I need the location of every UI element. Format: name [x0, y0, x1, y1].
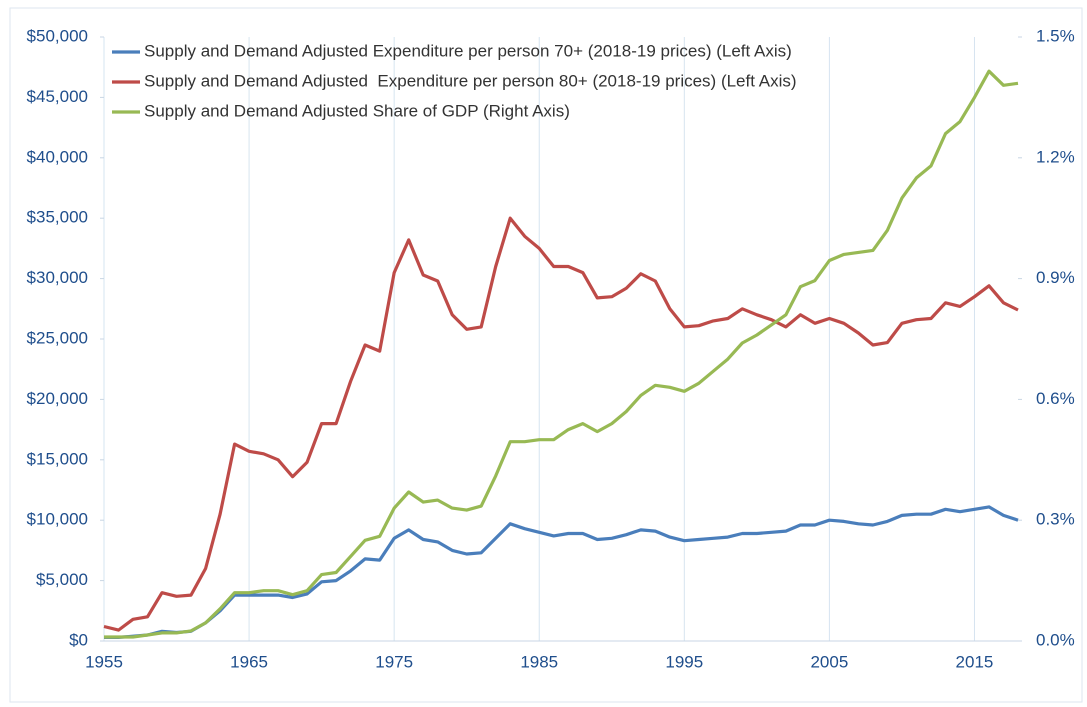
x-tick-label: 1965	[230, 652, 268, 671]
y2-tick-label: 1.2%	[1036, 147, 1075, 166]
data-line	[103, 216, 1019, 632]
legend-label: Supply and Demand Adjusted Share of GDP …	[144, 101, 570, 120]
y-tick-label: $45,000	[27, 87, 88, 106]
x-tick-label: 2005	[810, 652, 848, 671]
y-tick-label: $40,000	[27, 147, 88, 166]
data-line	[104, 505, 1019, 639]
y2-tick-label: 0.6%	[1036, 389, 1075, 408]
legend-label: Supply and Demand Adjusted Expenditure p…	[144, 71, 797, 90]
y2-tick-label: 0.9%	[1036, 268, 1075, 287]
x-tick-label: 1975	[375, 652, 413, 671]
y-tick-label: $20,000	[27, 389, 88, 408]
y-tick-label: $25,000	[27, 328, 88, 347]
y-tick-label: $10,000	[27, 510, 88, 529]
x-tick-label: 1985	[520, 652, 558, 671]
y-tick-label: $35,000	[27, 208, 88, 227]
y-tick-label: $30,000	[27, 268, 88, 287]
x-tick-label: 1955	[85, 652, 123, 671]
y2-tick-label: 0.3%	[1036, 510, 1075, 529]
x-tick-label: 2015	[956, 652, 994, 671]
data-line	[104, 69, 1019, 639]
chart-border	[9, 7, 1083, 703]
y-tick-label: $15,000	[27, 449, 88, 468]
y2-tick-label: 0.0%	[1036, 630, 1075, 649]
x-tick-label: 1995	[665, 652, 703, 671]
y2-tick-label: 1.5%	[1036, 26, 1075, 45]
y-tick-label: $0	[69, 630, 88, 649]
y-tick-label: $50,000	[27, 26, 88, 45]
legend-label: Supply and Demand Adjusted Expenditure p…	[144, 41, 792, 60]
y-tick-label: $5,000	[36, 570, 88, 589]
